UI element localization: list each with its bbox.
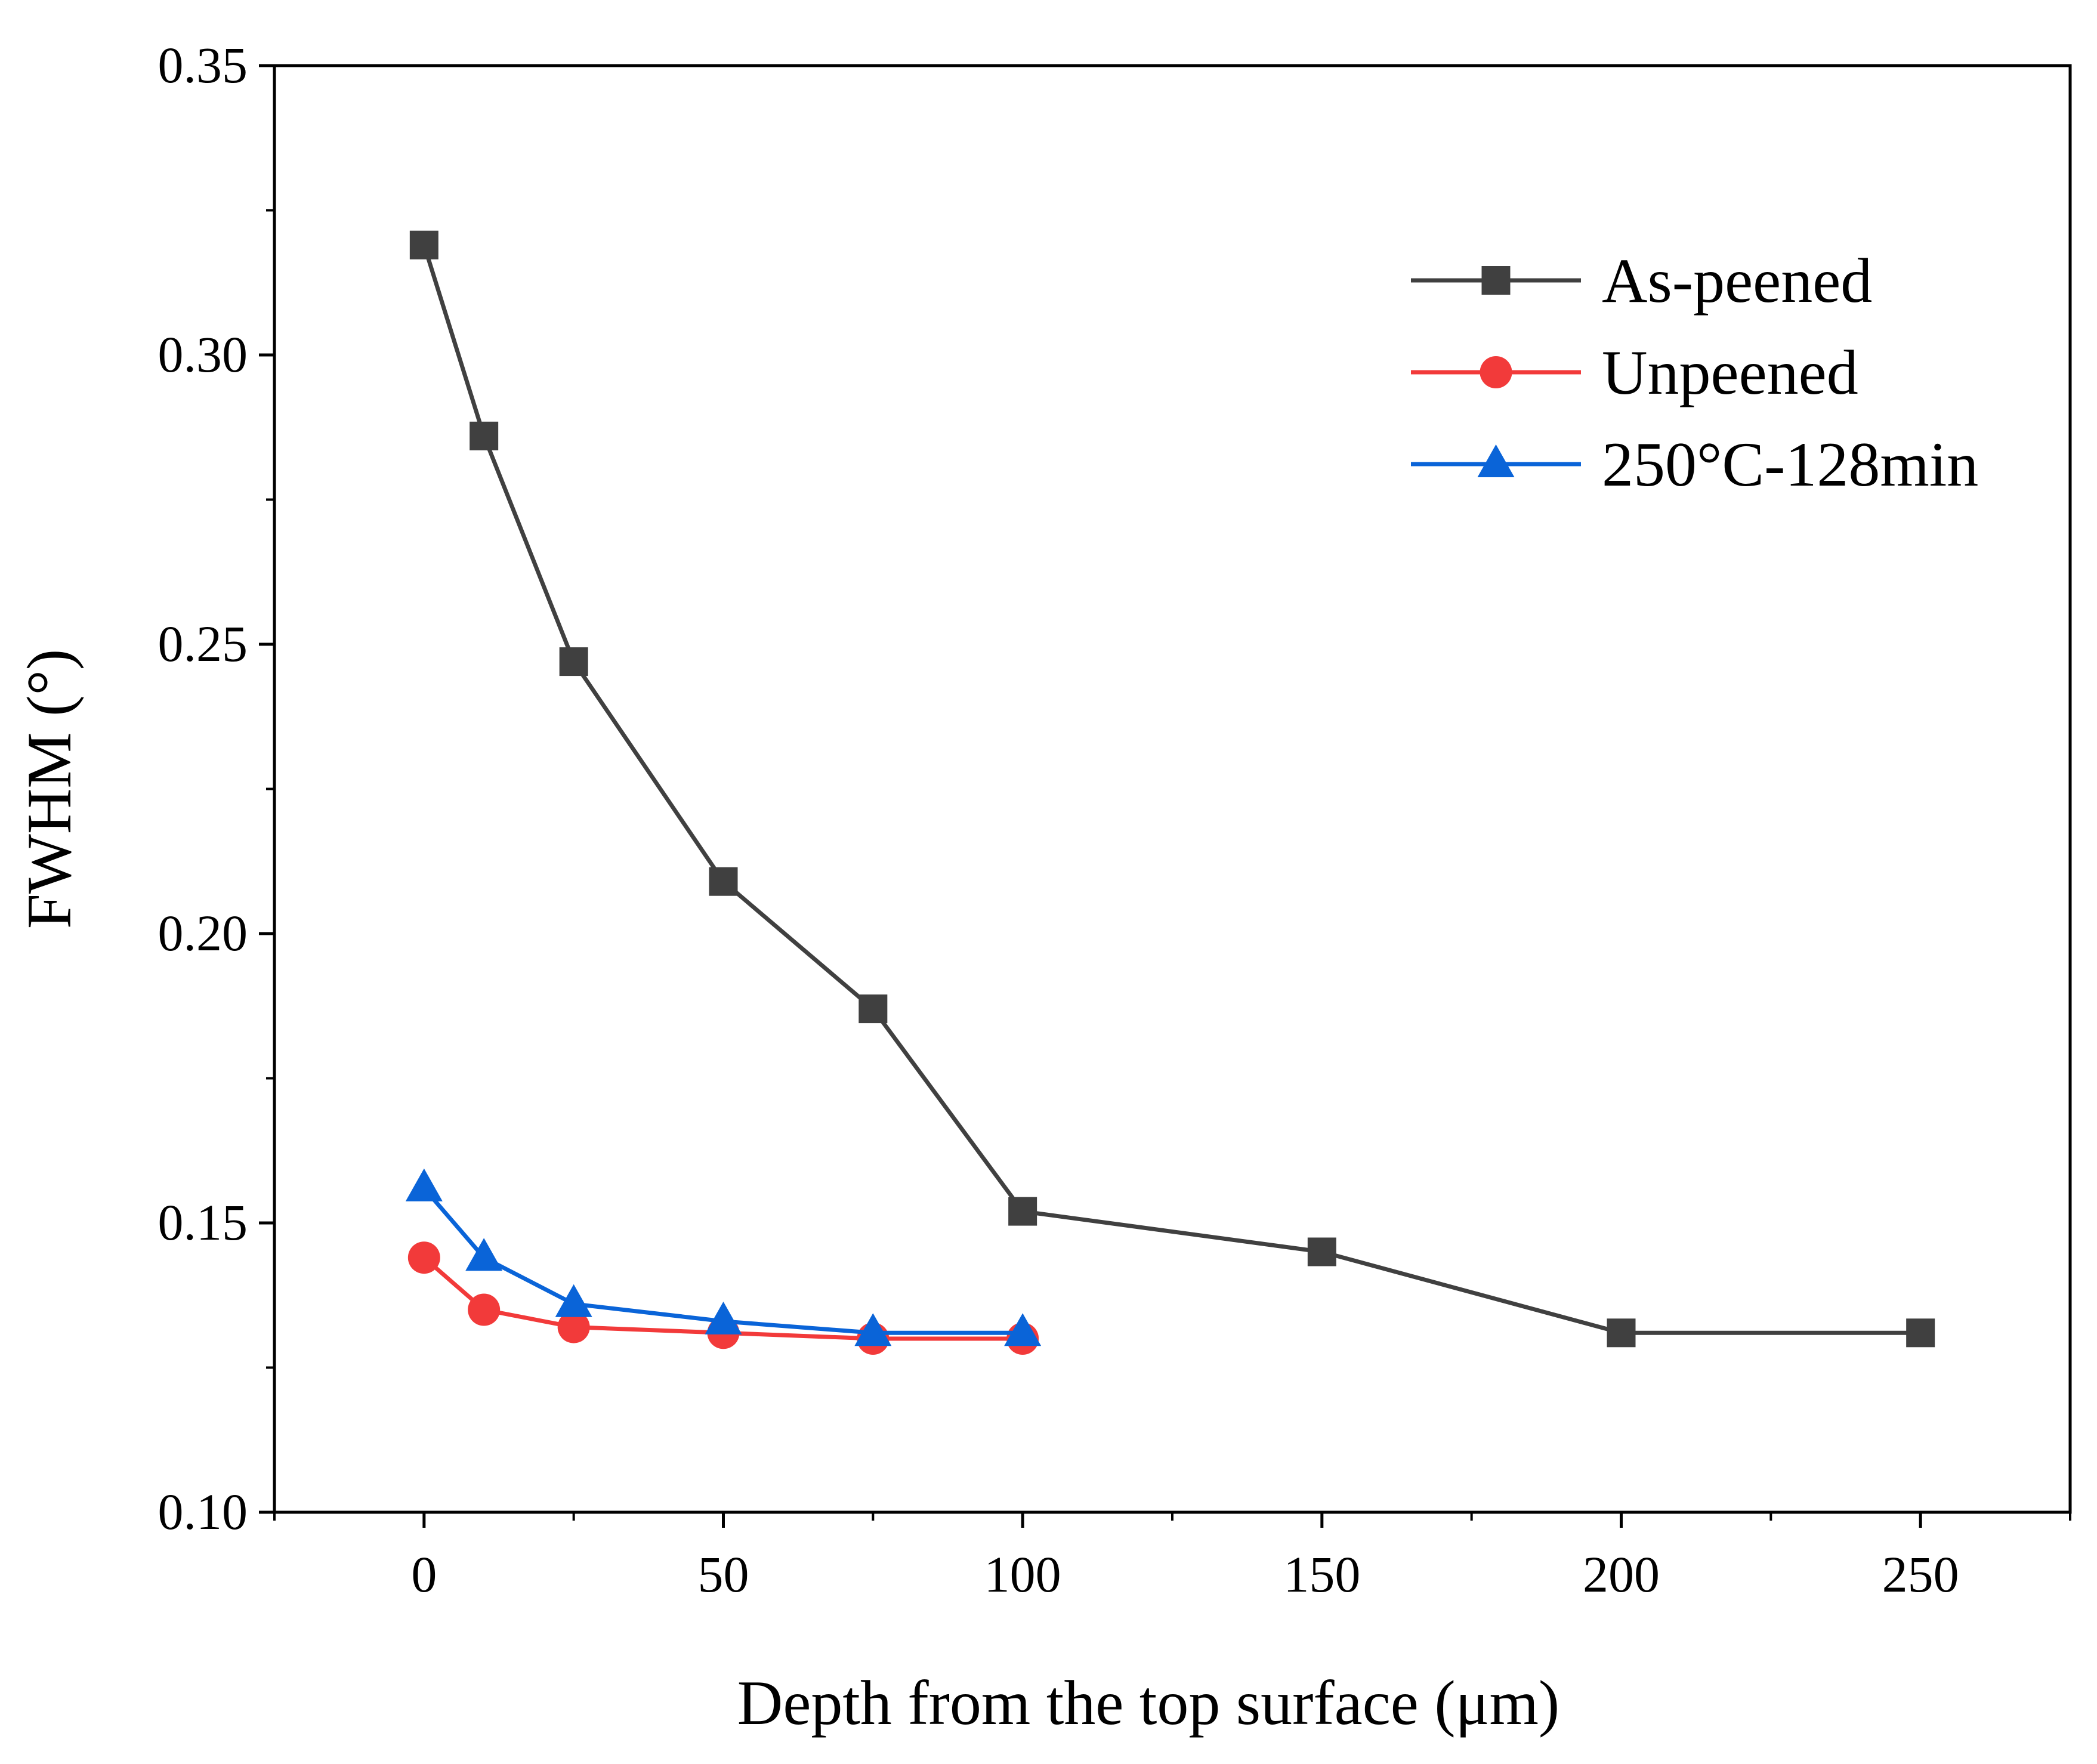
y-tick-label: 0.30 <box>158 326 248 383</box>
data-point <box>1008 1197 1037 1226</box>
x-tick-label: 100 <box>984 1546 1061 1603</box>
legend-item: As-peened <box>1411 246 1872 316</box>
data-point <box>1906 1318 1935 1348</box>
legend-label: As-peened <box>1602 246 1872 316</box>
series-line <box>422 1187 1023 1335</box>
data-point <box>1004 1313 1042 1346</box>
data-point <box>407 1241 440 1274</box>
legend-label: 250°C-128min <box>1602 430 1978 499</box>
series-250-c-128min <box>405 1168 1042 1346</box>
legend-item: 250°C-128min <box>1411 430 1978 499</box>
x-tick-label: 250 <box>1882 1546 1959 1603</box>
series-as-peened <box>409 230 1935 1348</box>
data-point <box>705 1301 742 1334</box>
data-point <box>405 1168 443 1201</box>
x-tick-label: 50 <box>698 1546 749 1603</box>
y-tick-label: 0.10 <box>158 1483 248 1540</box>
data-point <box>1607 1318 1636 1348</box>
data-point <box>709 867 738 896</box>
y-axis-title: FWHM (°) <box>14 649 84 929</box>
data-point <box>468 1293 501 1326</box>
data-point <box>555 1284 592 1317</box>
data-point <box>1307 1237 1336 1266</box>
y-tick-label: 0.25 <box>158 615 248 672</box>
legend-item: Unpeened <box>1411 338 1858 407</box>
legend-marker <box>1480 356 1512 388</box>
data-series <box>405 230 1935 1355</box>
data-point <box>559 647 588 676</box>
x-tick-label: 150 <box>1283 1546 1360 1603</box>
x-axis-title: Depth from the top surface (μm) <box>737 1668 1559 1738</box>
data-point <box>858 994 888 1024</box>
axes: 0 50 100 150 200 250 0.10 0.15 0.20 0.25 0.30 0.35 <box>158 36 2072 1603</box>
y-tick-label: 0.15 <box>158 1194 248 1251</box>
data-point <box>465 1238 503 1271</box>
legend-label: Unpeened <box>1602 338 1858 407</box>
legend-marker <box>1481 266 1511 295</box>
y-tick-label: 0.35 <box>158 36 248 94</box>
data-point <box>470 421 499 450</box>
x-tick-label: 0 <box>411 1546 437 1603</box>
x-tick-label: 200 <box>1583 1546 1660 1603</box>
data-point <box>854 1313 892 1346</box>
legend-marker <box>1477 444 1515 477</box>
data-point <box>557 1311 590 1343</box>
y-tick-label: 0.20 <box>158 904 248 962</box>
data-point <box>409 230 438 259</box>
legend: As-peened Unpeened 250°C-128min <box>1411 246 1978 499</box>
